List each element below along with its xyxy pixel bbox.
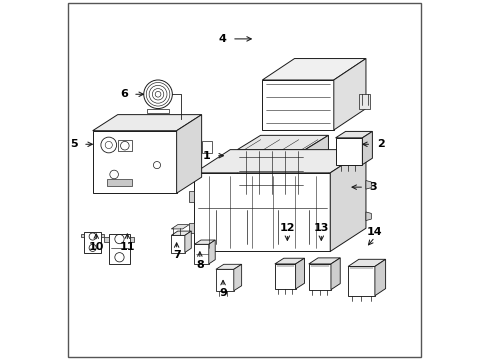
Polygon shape <box>365 180 370 189</box>
Polygon shape <box>171 231 191 235</box>
Polygon shape <box>262 59 365 80</box>
Polygon shape <box>184 231 191 252</box>
Polygon shape <box>295 258 304 289</box>
Text: 12: 12 <box>279 223 295 233</box>
Polygon shape <box>194 244 208 264</box>
Polygon shape <box>347 259 385 266</box>
Text: 9: 9 <box>219 288 226 297</box>
Text: 6: 6 <box>120 89 127 99</box>
Polygon shape <box>84 232 101 253</box>
Polygon shape <box>147 109 168 113</box>
Text: 4: 4 <box>218 34 226 44</box>
Polygon shape <box>208 240 215 264</box>
Polygon shape <box>107 179 132 186</box>
Polygon shape <box>237 135 328 150</box>
Polygon shape <box>171 225 189 229</box>
Polygon shape <box>201 141 212 153</box>
Circle shape <box>143 80 172 109</box>
Text: 13: 13 <box>313 223 328 233</box>
Polygon shape <box>305 135 328 196</box>
Text: 10: 10 <box>88 242 104 252</box>
Text: 14: 14 <box>366 227 382 237</box>
Polygon shape <box>194 150 365 173</box>
Polygon shape <box>216 264 241 269</box>
Polygon shape <box>358 94 369 109</box>
Polygon shape <box>93 131 176 193</box>
Polygon shape <box>335 138 362 165</box>
Polygon shape <box>374 259 385 296</box>
Polygon shape <box>118 140 132 152</box>
Text: 3: 3 <box>369 182 376 192</box>
Text: 8: 8 <box>196 260 203 270</box>
Text: 7: 7 <box>172 250 180 260</box>
Polygon shape <box>176 114 201 193</box>
Polygon shape <box>194 240 215 244</box>
Polygon shape <box>330 258 340 290</box>
Polygon shape <box>130 237 134 242</box>
Polygon shape <box>362 131 372 165</box>
Polygon shape <box>93 114 201 131</box>
Polygon shape <box>308 258 340 264</box>
Text: 5: 5 <box>70 139 78 149</box>
Polygon shape <box>329 150 365 251</box>
Polygon shape <box>104 237 108 242</box>
Polygon shape <box>308 264 330 290</box>
Polygon shape <box>274 264 295 289</box>
Polygon shape <box>233 264 241 291</box>
Polygon shape <box>189 222 194 233</box>
Polygon shape <box>237 150 305 196</box>
Text: 1: 1 <box>203 151 210 161</box>
Polygon shape <box>262 80 333 130</box>
Polygon shape <box>274 258 304 264</box>
Polygon shape <box>101 234 104 237</box>
Polygon shape <box>81 234 84 237</box>
Text: 2: 2 <box>376 139 384 149</box>
Polygon shape <box>335 131 372 138</box>
Polygon shape <box>216 269 233 291</box>
Text: 11: 11 <box>120 242 135 252</box>
Polygon shape <box>347 266 374 296</box>
Polygon shape <box>108 234 130 264</box>
Polygon shape <box>189 191 194 202</box>
Polygon shape <box>365 212 370 221</box>
Polygon shape <box>171 235 184 252</box>
Polygon shape <box>333 59 365 130</box>
Polygon shape <box>194 173 329 251</box>
